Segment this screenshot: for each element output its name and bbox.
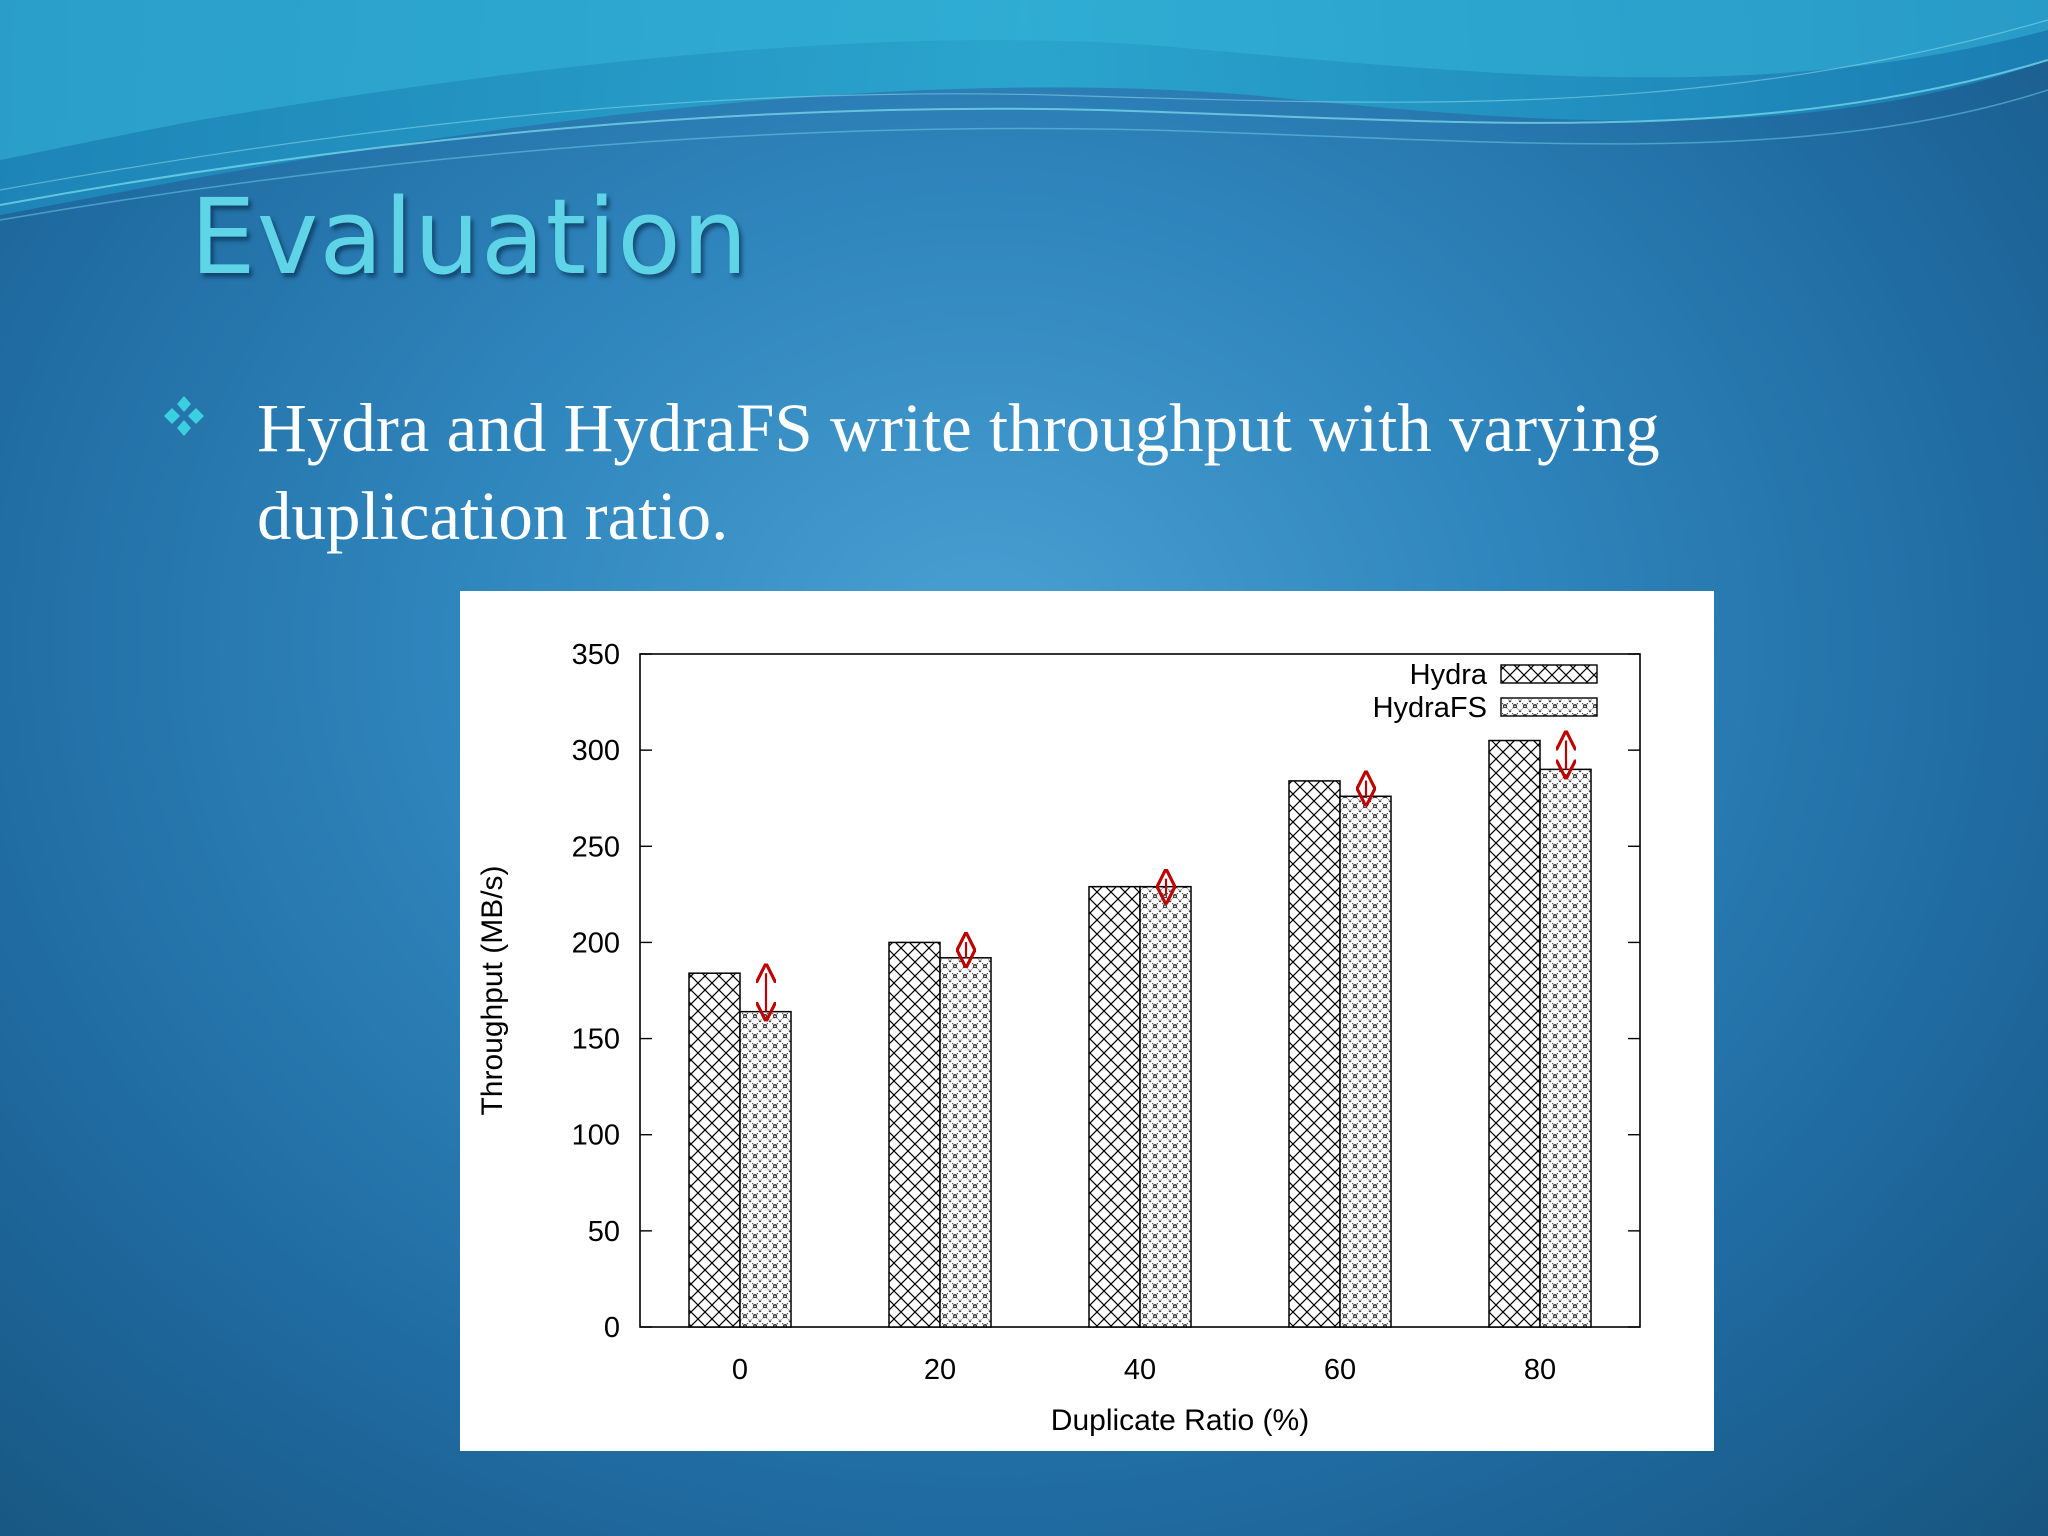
bar-hydra xyxy=(1288,780,1341,1328)
legend-label-hydra: Hydra xyxy=(1410,659,1488,691)
bar-hydra xyxy=(688,972,741,1328)
throughput-bar-chart: 0 50 100 150 200 250 300 350 0 20 40 60 80 Duplicate … xyxy=(476,639,1641,1437)
y-tick-label: 150 xyxy=(572,1024,620,1056)
chart-panel: 0 50 100 150 200 250 300 350 0 20 40 60 80 Duplicate … xyxy=(460,591,1714,1451)
y-axis-label: Throughput (MB/s) xyxy=(476,865,509,1115)
y-tick-label: 300 xyxy=(572,735,620,767)
bar-hydra xyxy=(1088,885,1141,1328)
bar-hydrafs xyxy=(939,957,992,1328)
y-tick-label: 250 xyxy=(572,831,620,863)
bar-hydrafs xyxy=(1539,768,1592,1328)
diamond-cluster-icon xyxy=(164,396,204,436)
bar-hydrafs xyxy=(739,1010,792,1328)
y-tick-label: 350 xyxy=(572,639,620,671)
bar-hydra xyxy=(1488,739,1541,1328)
bar-hydra xyxy=(888,941,941,1328)
y-tick-label: 50 xyxy=(588,1216,620,1248)
x-tick-label: 80 xyxy=(1524,1354,1556,1386)
x-axis-label: Duplicate Ratio (%) xyxy=(1051,1404,1309,1437)
y-tick-label: 0 xyxy=(604,1312,620,1344)
y-tick-label: 100 xyxy=(572,1120,620,1152)
header-wave-decoration xyxy=(0,0,2048,221)
x-tick-label: 40 xyxy=(1124,1354,1156,1386)
y-tick-label: 200 xyxy=(572,927,620,959)
legend-swatch-hydrafs xyxy=(1500,697,1598,717)
bar-hydrafs xyxy=(1139,885,1192,1328)
x-tick-label: 60 xyxy=(1324,1354,1356,1386)
x-tick-label: 0 xyxy=(732,1354,748,1386)
slide-title: Evaluation xyxy=(190,176,749,298)
bullet-text: Hydra and HydraFS write throughput with … xyxy=(257,390,1660,554)
x-tick-label: 20 xyxy=(924,1354,956,1386)
legend-label-hydrafs: HydraFS xyxy=(1373,692,1487,724)
legend-swatch-hydra xyxy=(1500,664,1598,684)
bar-hydrafs xyxy=(1339,795,1392,1328)
